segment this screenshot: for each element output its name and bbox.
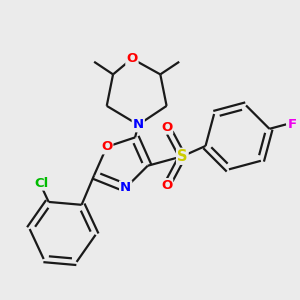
Text: O: O xyxy=(161,121,172,134)
Text: Cl: Cl xyxy=(34,177,49,190)
Text: O: O xyxy=(161,179,172,192)
Text: O: O xyxy=(101,140,112,153)
Text: S: S xyxy=(177,149,188,164)
Text: O: O xyxy=(126,52,138,65)
Text: N: N xyxy=(133,118,144,131)
Text: N: N xyxy=(120,181,131,194)
Text: F: F xyxy=(287,118,296,131)
